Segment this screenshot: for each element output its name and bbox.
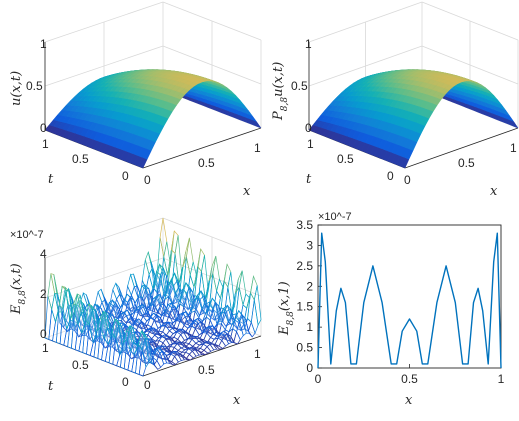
- exponent-label: ×10^-7: [10, 229, 44, 241]
- z-tick-0: 0: [305, 121, 312, 135]
- x-axis-line: [142, 127, 262, 169]
- t-tick-0: 0: [122, 375, 129, 389]
- x-tick-1: 1: [254, 347, 261, 361]
- t-tick-0.5: 0.5: [72, 358, 89, 372]
- z-axis-label: E8,8(x,t): [9, 263, 28, 315]
- exponent-label: ×10^-7: [318, 211, 352, 223]
- x-tick-0: 0: [404, 173, 411, 187]
- z-tick-1: 1: [305, 37, 312, 51]
- y-tick-label: 3: [306, 238, 313, 252]
- x-tick-0.5: 0.5: [458, 156, 475, 170]
- x-tick-0: 0: [144, 378, 151, 392]
- x-tick-1: 1: [510, 141, 517, 155]
- t-tick-1: 1: [307, 137, 314, 151]
- t-tick-0: 0: [387, 169, 394, 183]
- x-tick-0: 0: [144, 173, 151, 187]
- panel-error-surface: ×10^-7 4 2 0 1 0.5 0 0 0.5 1 x t E8,8(x,…: [9, 217, 262, 408]
- panel-u: 1 0.5 0 1 0.5 0 0 0.5 1 x t u(x,t): [9, 1, 262, 199]
- x-axis-label: x: [243, 184, 251, 199]
- error-surface: [44, 217, 262, 377]
- z-tick-0.5: 0.5: [26, 79, 43, 93]
- z-axis-label: u(x,t): [9, 71, 24, 106]
- y-tick-label: 1: [306, 320, 313, 334]
- surface-patch: [508, 119, 519, 129]
- panel-error-line: 0 0.5 1 1.5 2 2.5 3 3.5 0 0.5 1 ×10^-7 x E8,8(x,1): [277, 211, 505, 408]
- z-tick-1: 1: [40, 37, 47, 51]
- plot-frame: [317, 224, 502, 369]
- x-tick-0.5: 0.5: [198, 363, 215, 377]
- t-axis-label: t: [48, 379, 54, 394]
- panel-projection: 1 0.5 0 1 0.5 0 0 0.5 1 x t P8,8u(x,t): [271, 1, 519, 199]
- x-tick-label: 0.5: [401, 372, 418, 386]
- z-tick-2: 2: [40, 287, 47, 301]
- z-axis-label: P8,8u(x,t): [271, 62, 290, 121]
- z-tick-0.5: 0.5: [291, 79, 308, 93]
- y-tick-label: 0.5: [296, 341, 313, 355]
- y-tick-label: 2: [306, 279, 313, 293]
- surface-patch: [251, 119, 262, 129]
- u-surface: [44, 69, 262, 169]
- x-tick-1: 1: [254, 141, 261, 155]
- t-tick-0.5: 0.5: [72, 152, 89, 166]
- t-tick-1: 1: [42, 341, 49, 355]
- x-tick-label: 0: [315, 372, 322, 386]
- t-tick-0: 0: [122, 169, 129, 183]
- x-axis-label: x: [233, 393, 241, 408]
- x-axis-label: x: [490, 184, 498, 199]
- y-tick-label: 3.5: [296, 218, 313, 232]
- y-tick-label: 0: [306, 361, 313, 375]
- z-tick-4: 4: [40, 247, 47, 261]
- t-tick-0.5: 0.5: [337, 152, 354, 166]
- x-axis-line: [142, 335, 262, 377]
- x-tick-label: 1: [498, 372, 505, 386]
- z-tick-0: 0: [40, 121, 47, 135]
- x-tick-0.5: 0.5: [198, 156, 215, 170]
- x-axis-label: x: [405, 393, 413, 408]
- x-axis-line: [404, 127, 519, 169]
- z-tick-0: 0: [40, 327, 47, 341]
- t-tick-1: 1: [42, 137, 49, 151]
- t-axis-label: t: [306, 172, 312, 187]
- y-tick-label: 2.5: [296, 259, 313, 273]
- y-tick-label: 1.5: [296, 300, 313, 314]
- y-axis-label: E8,8(x,1): [277, 281, 296, 336]
- projection-surface: [308, 69, 519, 169]
- t-axis-label: t: [48, 172, 54, 187]
